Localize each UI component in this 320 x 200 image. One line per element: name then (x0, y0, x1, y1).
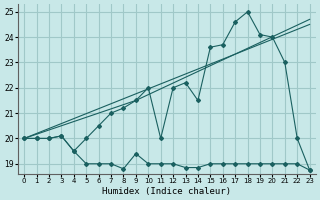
X-axis label: Humidex (Indice chaleur): Humidex (Indice chaleur) (102, 187, 231, 196)
